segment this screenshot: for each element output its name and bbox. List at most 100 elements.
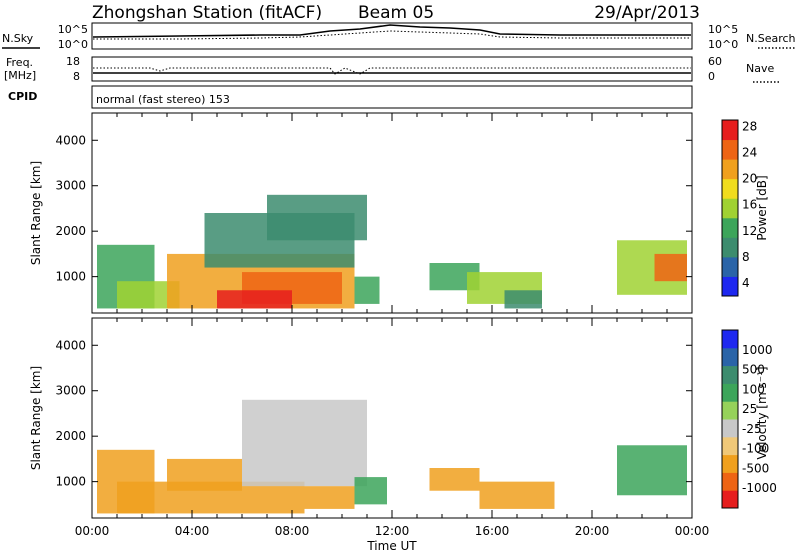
colorbar-swatch xyxy=(722,490,738,509)
colorbar-tick-label: 500 xyxy=(742,363,765,377)
x-tick-label: 00:00 xyxy=(675,524,710,538)
colorbar-swatch xyxy=(722,276,738,297)
colorbar-swatch xyxy=(722,419,738,438)
cpid-label: CPID xyxy=(8,90,37,103)
nsearch-label: N.Search xyxy=(746,32,796,45)
velocity-panel: 1000 2000 3000 4000 00:00 04:00 08:00 12:00 16:… xyxy=(29,317,710,553)
colorbar-tick-label: -25 xyxy=(742,422,762,436)
velocity-yticks: 1000 2000 3000 4000 xyxy=(55,338,692,489)
colorbar-tick-label: 4 xyxy=(742,276,750,290)
colorbar-swatch xyxy=(722,454,738,473)
x-tick-label: 04:00 xyxy=(175,524,210,538)
beam-title: Beam 05 xyxy=(358,3,434,23)
power-region xyxy=(354,276,380,304)
nave-trace xyxy=(93,67,691,75)
colorbar-tick-label: -1000 xyxy=(742,481,777,495)
velocity-region xyxy=(304,486,355,509)
colorbar-swatch xyxy=(722,401,738,420)
power-region xyxy=(267,194,367,241)
noise-right-tick-bottom: 10^0 xyxy=(708,38,738,51)
freq-left-tick-top: 18 xyxy=(66,55,80,68)
power-colorbar-label: Power [dB] xyxy=(755,175,769,240)
power-regions xyxy=(97,194,687,309)
freq-right-tick-bottom: 0 xyxy=(708,70,715,83)
power-region xyxy=(654,253,687,282)
freq-panel-frame xyxy=(91,56,693,82)
colorbar-swatch xyxy=(722,217,738,238)
power-panel: 1000 2000 3000 4000 Slant Range [km] xyxy=(29,112,693,314)
colorbar-swatch xyxy=(722,256,738,277)
colorbar-tick-label: 12 xyxy=(742,224,757,238)
x-tick-label: 12:00 xyxy=(375,524,410,538)
y-tick-label: 2000 xyxy=(55,224,86,238)
freq-left-tick-bottom: 8 xyxy=(73,70,80,83)
velocity-region xyxy=(354,477,387,505)
colorbar-tick-label: 16 xyxy=(742,198,757,212)
colorbar-tick-label: 20 xyxy=(742,172,757,186)
colorbar-swatch xyxy=(722,120,738,141)
colorbar-tick-label: 28 xyxy=(742,120,757,134)
power-region xyxy=(217,290,292,309)
y-tick-label: 4000 xyxy=(55,338,86,352)
cpid-text: normal (fast stereo) 153 xyxy=(96,93,230,106)
colorbar-frame xyxy=(721,329,739,509)
colorbar-swatch xyxy=(722,139,738,160)
colorbar-frame xyxy=(721,119,739,297)
colorbar-swatch xyxy=(722,178,738,199)
colorbar-tick-label: 8 xyxy=(742,250,750,264)
x-tick-label: 08:00 xyxy=(275,524,310,538)
y-tick-label: 3000 xyxy=(55,384,86,398)
nsearch-trace xyxy=(93,30,691,40)
date-title: 29/Apr/2013 xyxy=(594,3,700,23)
velocity-region xyxy=(429,468,480,491)
colorbar-swatch xyxy=(722,383,738,402)
noise-panel-frame xyxy=(91,22,693,50)
colorbar-swatch xyxy=(722,365,738,384)
x-tick-label: 20:00 xyxy=(575,524,610,538)
colorbar-swatch xyxy=(722,436,738,456)
nsky-trace xyxy=(92,24,691,38)
y-tick-label: 3000 xyxy=(55,179,86,193)
colorbar-swatch xyxy=(722,159,738,180)
colorbar-tick-label: 24 xyxy=(742,146,757,160)
nave-label: Nave xyxy=(746,62,774,75)
freq-label-line2: [MHz] xyxy=(4,69,36,82)
time-axis-label: Time UT xyxy=(366,539,417,553)
power-ylabel: Slant Range [km] xyxy=(29,161,43,265)
cpid-panel-frame xyxy=(91,85,693,109)
velocity-region xyxy=(167,458,242,491)
velocity-regions xyxy=(97,399,687,514)
station-title: Zhongshan Station (fitACF) xyxy=(92,3,322,23)
colorbar-swatch xyxy=(722,330,738,349)
colorbar-swatch xyxy=(722,198,738,219)
y-tick-label: 1000 xyxy=(55,475,86,489)
velocity-region xyxy=(617,445,687,496)
colorbar-swatch xyxy=(722,237,738,258)
colorbar-tick-label: 100 xyxy=(742,382,765,396)
velocity-colorbar: 1000 500 100 25 -25 -100 -500 -1000 xyxy=(721,329,777,509)
y-tick-label: 1000 xyxy=(55,270,86,284)
noise-left-tick-bottom: 10^0 xyxy=(58,38,88,51)
y-tick-label: 2000 xyxy=(55,429,86,443)
velocity-ylabel: Slant Range [km] xyxy=(29,366,43,470)
colorbar-tick-label: 1000 xyxy=(742,343,773,357)
freq-right-tick-top: 60 xyxy=(708,55,722,68)
x-tick-label: 16:00 xyxy=(475,524,510,538)
noise-left-tick-top: 10^5 xyxy=(58,23,88,36)
colorbar-tick-label: -500 xyxy=(742,461,769,475)
velocity-colorbar-label: Velocity [m s⁻¹] xyxy=(755,366,769,459)
noise-right-tick-top: 10^5 xyxy=(708,23,738,36)
velocity-region xyxy=(242,399,367,487)
nsky-label: N.Sky xyxy=(2,32,34,45)
power-region xyxy=(504,290,542,309)
colorbar-swatch xyxy=(722,472,738,491)
y-tick-label: 4000 xyxy=(55,133,86,147)
power-yticks: 1000 2000 3000 4000 xyxy=(55,133,692,284)
power-xticks xyxy=(91,113,693,313)
velocity-xticks: 00:00 04:00 08:00 12:00 16:00 20:00 00:00 xyxy=(75,318,710,538)
power-colorbar: 4 8 12 16 20 24 28 xyxy=(721,119,757,297)
colorbar-swatch xyxy=(722,347,738,367)
colorbar-tick-label: -100 xyxy=(742,442,769,456)
x-tick-label: 00:00 xyxy=(75,524,110,538)
